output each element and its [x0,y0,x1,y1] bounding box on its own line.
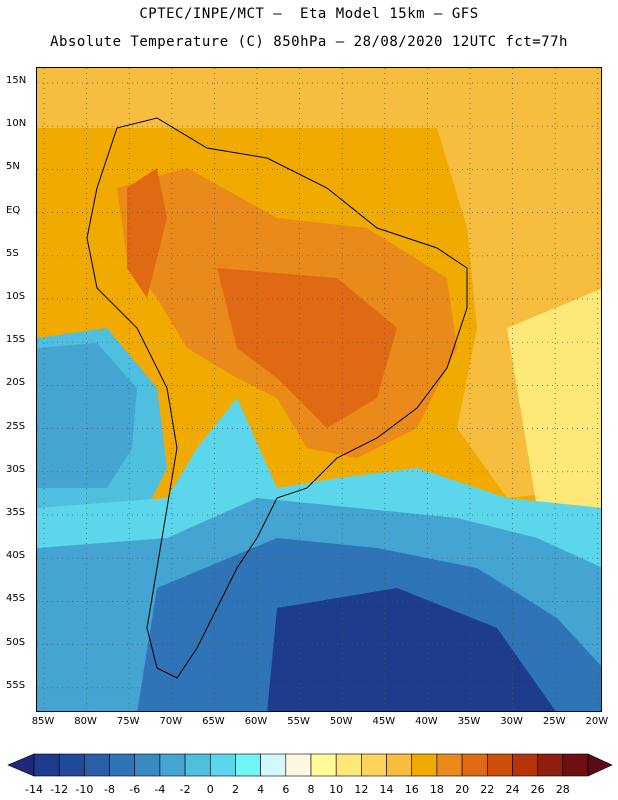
colorbar-swatch [58,753,85,777]
lon-tick-label: 85W [31,716,55,727]
title-line-1: CPTEC/INPE/MCT – Eta Model 15km – GFS [139,6,479,22]
colorbar-tick-label: -2 [179,783,191,796]
colorbar-swatch [134,753,161,777]
atlantic-pale [507,288,601,508]
lat-tick-label: 10N [6,118,27,130]
colorbar-tick-label: 14 [379,783,394,796]
lon-tick-label: 70W [159,716,183,727]
andes-hot [127,168,167,298]
lon-tick-label: 65W [202,716,225,727]
colorbar-tick-label: 4 [257,783,265,796]
colorbar-tick-label: 28 [555,783,570,796]
lat-tick-label: EQ [6,204,21,216]
lon-tick-label: 40W [415,716,438,727]
colorbar-swatch [285,753,312,777]
colorbar-tick-label: 22 [480,783,495,796]
lon-tick-label: 30W [500,716,523,727]
lat-tick-label: 15N [6,75,27,86]
lat-tick-label: 35S [6,507,26,518]
colorbar-tick-label: 12 [354,783,369,796]
colorbar-swatch [84,753,110,777]
colorbar-tick-label: -12 [50,783,69,796]
lat-tick-label: 15S [6,334,26,346]
lon-tick-label: 45W [372,716,396,727]
lat-tick-label: 5N [6,161,20,173]
colorbar-swatch [335,753,362,777]
colorbar-swatch [235,753,261,777]
lat-tick-label: 10S [6,291,26,302]
lon-tick-label: 60W [244,716,268,727]
colorbar-tick-label: 20 [455,783,470,796]
colorbar-swatch [486,753,513,777]
lat-tick-label: 40S [6,550,26,562]
lat-tick-label: 30S [6,463,26,475]
lon-tick-label: 75W [116,716,140,727]
colorbar-swatch [436,753,463,777]
colorbar-tick-label: 10 [329,783,344,796]
lon-tick-label: 80W [74,716,97,727]
temperature-map [36,67,602,712]
colorbar-tick-label: 0 [206,783,214,796]
colorbar-tick-label: -14 [25,783,43,796]
lat-tick-label: 50S [6,636,26,648]
colorbar [7,753,613,777]
colorbar-tick-label: 24 [505,783,520,796]
colorbar-swatch [33,753,60,777]
colorbar-swatch [310,753,337,777]
colorbar-tick-label: -10 [75,783,94,796]
coldest-core [267,588,556,711]
colorbar-swatch [184,753,211,777]
lon-tick-label: 50W [329,716,353,727]
lat-tick-label: 55S [6,679,26,691]
lat-tick-label: 20S [6,377,26,389]
colorbar-tick-label: 16 [404,783,419,796]
colorbar-tick-label: -8 [104,783,116,796]
pacific-light [37,343,137,488]
colorbar-max-arrow [587,753,613,777]
colorbar-swatch [109,753,136,777]
hottest-core [217,268,397,428]
lat-tick-label: 5S [6,247,19,259]
colorbar-tick-label: 18 [429,783,444,796]
colorbar-tick-label: -6 [129,783,141,796]
north-yellow-band [37,68,601,128]
colorbar-min-arrow [7,753,35,777]
colorbar-swatch [386,753,413,777]
colorbar-tick-label: 26 [530,783,545,796]
lon-tick-label: 35W [457,716,481,727]
colorbar-swatch [512,753,538,777]
colorbar-swatch [537,753,564,777]
colorbar-swatch [461,753,488,777]
colorbar-tick-label: 2 [231,783,239,796]
colorbar-tick-label: 8 [307,783,315,796]
lat-tick-label: 45S [6,593,26,605]
colorbar-swatch [260,753,287,777]
lon-tick-label: 55W [287,716,310,727]
lat-tick-label: 25S [6,420,26,432]
colorbar-swatch [562,753,589,777]
title-line-2: Absolute Temperature (C) 850hPa – 28/08/… [50,34,568,50]
colorbar-tick-label: -4 [154,783,166,796]
lon-tick-label: 20W [585,716,609,727]
colorbar-swatch [209,753,236,777]
colorbar-swatch [411,753,438,777]
map-svg [37,68,601,711]
lon-tick-label: 25W [542,716,566,727]
colorbar-swatch [159,753,186,777]
colorbar-swatch [361,753,387,777]
colorbar-tick-label: 6 [282,783,290,796]
